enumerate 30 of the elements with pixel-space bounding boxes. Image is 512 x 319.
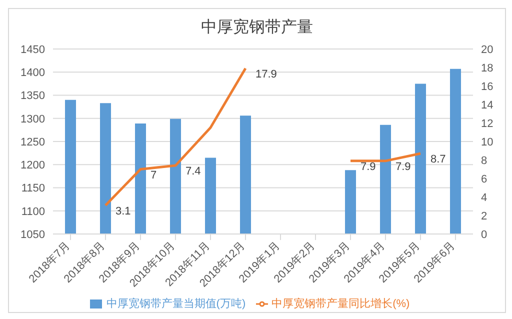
data-label: 7.4 [186, 166, 201, 178]
data-label: 8.7 [430, 154, 446, 166]
y-tick-label: 1150 [21, 182, 45, 195]
y2-tick-label: 18 [481, 62, 494, 74]
legend-label: 中厚宽钢带产量同比增长(%) [272, 298, 410, 310]
y-tick-label: 1350 [20, 90, 45, 102]
data-label: 7 [150, 169, 157, 182]
y-tick-label: 1250 [20, 136, 45, 148]
legend-label: 中厚宽钢带产量当期值(万吨) [106, 298, 246, 310]
data-label: 7.9 [360, 160, 376, 173]
y-tick-label: 1300 [20, 113, 45, 126]
y2-tick-label: 8 [481, 154, 488, 167]
y2-tick-label: 12 [481, 118, 494, 130]
y2-tick-label: 14 [481, 99, 494, 112]
data-label: 3.1 [116, 205, 131, 218]
y2-tick-label: 10 [481, 136, 494, 148]
data-label: 7.9 [396, 160, 411, 173]
y-tick-label: 1050 [20, 228, 45, 241]
y2-tick-label: 16 [481, 80, 494, 93]
y-tick-label: 1400 [20, 67, 45, 80]
y2-tick-label: 6 [481, 173, 488, 186]
y2-tick-label: 0 [481, 228, 488, 241]
y-tick-label: 1450 [20, 44, 45, 56]
y-tick-label: 1100 [21, 206, 45, 218]
y2-tick-label: 4 [481, 192, 488, 204]
y-tick-label: 1200 [20, 160, 45, 172]
y2-tick-label: 2 [481, 210, 488, 222]
data-label: 17.9 [256, 68, 277, 80]
chart-title: 中厚宽钢带产量 [200, 18, 314, 38]
y2-tick-label: 20 [481, 44, 494, 56]
